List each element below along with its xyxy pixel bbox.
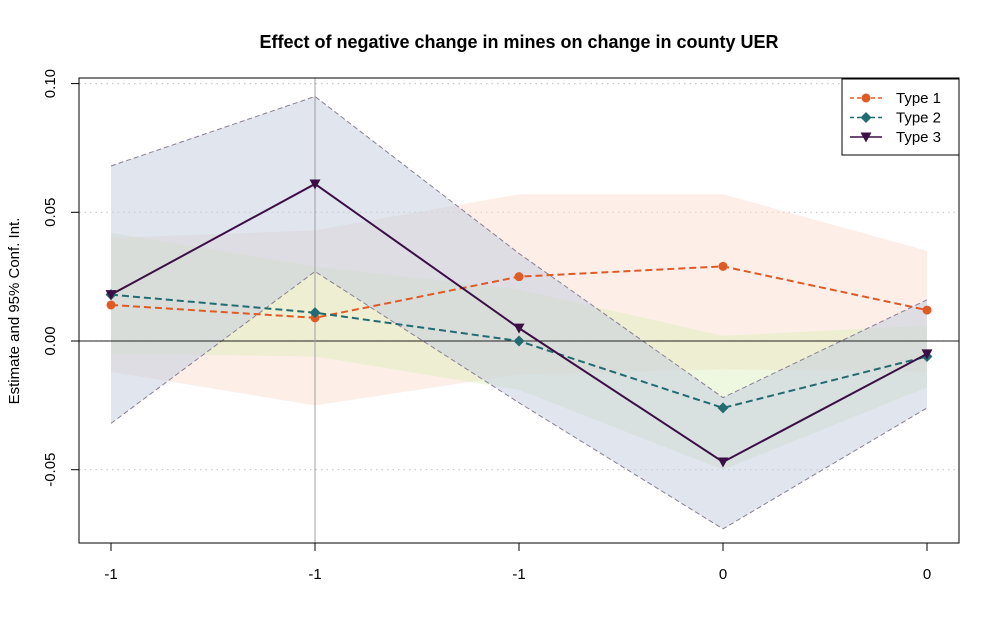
legend-marker [860, 132, 872, 143]
data-point [513, 323, 525, 334]
x-tick-label: -1 [512, 566, 525, 583]
y-tick-label: 0.10 [42, 69, 59, 98]
data-point [309, 307, 321, 319]
y-axis-label: Estimate and 95% Conf. Int. [6, 218, 23, 405]
ci-border-line [110, 270, 928, 530]
x-tick-label: 0 [923, 566, 931, 583]
data-point [309, 179, 321, 190]
data-point [717, 402, 729, 414]
data-point [718, 261, 728, 271]
data-point [513, 335, 525, 347]
legend-label: Type 2 [896, 110, 941, 127]
y-tick-label: 0.05 [42, 198, 59, 227]
plot-area: -1 -1 -1 0 0 -0.05 0.00 0.05 0.10 [42, 69, 960, 583]
data-point [514, 272, 524, 282]
ci-border-line [110, 95, 928, 399]
legend-marker [861, 93, 871, 103]
legend-label: Type 3 [896, 129, 941, 146]
legend-marker [860, 112, 872, 123]
legend: Type 1 Type 2 Type 3 [841, 78, 960, 156]
legend-label: Type 1 [896, 90, 941, 107]
data-point [717, 457, 729, 468]
y-tick-label: -0.05 [42, 453, 59, 487]
data-point [105, 290, 117, 301]
chart-title: Effect of negative change in mines on ch… [259, 32, 778, 52]
x-tick-label: -1 [104, 566, 117, 583]
data-point [921, 349, 933, 360]
data-point [922, 305, 932, 315]
x-tick-label: 0 [719, 566, 727, 583]
x-tick-label: -1 [308, 566, 321, 583]
data-point [106, 300, 116, 310]
y-tick-label: 0.00 [42, 326, 59, 355]
